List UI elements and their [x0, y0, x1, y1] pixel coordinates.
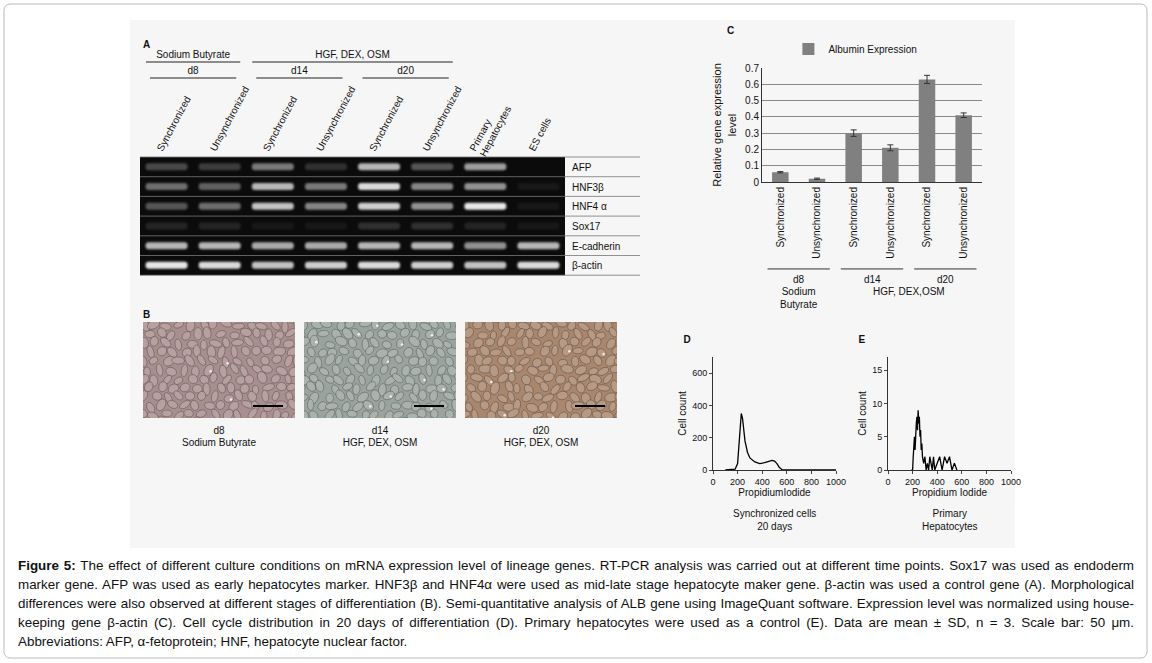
svg-text:600: 600 — [954, 477, 969, 487]
svg-text:B: B — [143, 309, 150, 320]
svg-text:HNF3β: HNF3β — [572, 182, 604, 193]
svg-text:200: 200 — [905, 477, 920, 487]
svg-text:E: E — [859, 335, 866, 345]
html-text:Figure 5: The effect of differ: Figure 5: The effect of different cultur… — [18, 558, 1134, 649]
svg-text:1000: 1000 — [826, 477, 846, 487]
svg-text:HNF4 α: HNF4 α — [572, 201, 607, 212]
svg-text:d20: d20 — [937, 274, 954, 285]
svg-text:400: 400 — [692, 401, 707, 411]
svg-text:β-actin: β-actin — [572, 260, 602, 271]
svg-text:Unsynchronized: Unsynchronized — [958, 187, 969, 259]
svg-text:HGF, DEX, OSM: HGF, DEX, OSM — [315, 49, 389, 60]
svg-text:1000: 1000 — [1001, 477, 1021, 487]
svg-text:600: 600 — [779, 477, 794, 487]
svg-text:Unsynchronized: Unsynchronized — [314, 84, 357, 152]
svg-text:0.3: 0.3 — [745, 128, 759, 139]
svg-text:PropidiumIodide: PropidiumIodide — [738, 487, 811, 498]
svg-text:0.4: 0.4 — [745, 111, 759, 122]
svg-text:ES cells: ES cells — [526, 116, 553, 153]
svg-text:Relative gene expressionlevel: Relative gene expressionlevel — [711, 63, 737, 187]
svg-text:0: 0 — [702, 465, 707, 475]
svg-text:A: A — [143, 39, 150, 50]
svg-text:0: 0 — [753, 177, 759, 188]
svg-text:800: 800 — [979, 477, 994, 487]
svg-text:d14: d14 — [291, 65, 308, 76]
svg-text:Synchronized cells20 days: Synchronized cells20 days — [733, 508, 816, 532]
svg-text:AFP: AFP — [572, 162, 592, 173]
svg-text:Unsynchronized: Unsynchronized — [420, 84, 463, 152]
svg-text:400: 400 — [755, 477, 770, 487]
svg-text:d8Sodium Butyrate: d8Sodium Butyrate — [182, 425, 256, 448]
svg-text:600: 600 — [692, 368, 707, 378]
svg-text:5: 5 — [877, 432, 882, 442]
svg-text:D: D — [684, 335, 691, 345]
svg-text:0.2: 0.2 — [745, 144, 759, 155]
svg-text:200: 200 — [692, 433, 707, 443]
svg-text:Synchronized: Synchronized — [848, 187, 859, 248]
svg-text:Synchronized: Synchronized — [261, 94, 299, 153]
svg-text:0: 0 — [877, 465, 882, 475]
svg-text:d20HGF, DEX, OSM: d20HGF, DEX, OSM — [504, 425, 578, 448]
svg-text:400: 400 — [930, 477, 945, 487]
svg-text:Synchronized: Synchronized — [155, 94, 193, 153]
svg-text:Sox17: Sox17 — [572, 221, 601, 232]
svg-text:10: 10 — [872, 399, 882, 409]
svg-text:200: 200 — [730, 477, 745, 487]
svg-text:Unsynchronized: Unsynchronized — [885, 187, 896, 259]
svg-text:Cell count: Cell count — [677, 391, 688, 436]
svg-text:Synchronized: Synchronized — [921, 187, 932, 248]
svg-text:d14: d14 — [864, 274, 881, 285]
svg-text:d14HGF, DEX, OSM: d14HGF, DEX, OSM — [343, 425, 417, 448]
svg-text:Unsynchronized: Unsynchronized — [208, 84, 251, 152]
svg-text:Propidium Iodide: Propidium Iodide — [912, 487, 987, 498]
svg-text:15: 15 — [872, 365, 882, 375]
svg-text:Cell count: Cell count — [857, 391, 868, 436]
svg-text:0.1: 0.1 — [745, 160, 759, 171]
svg-text:0.6: 0.6 — [745, 79, 759, 90]
svg-text:0: 0 — [885, 477, 890, 487]
svg-text:d8: d8 — [793, 274, 805, 285]
svg-text:PrimaryHepatocytes: PrimaryHepatocytes — [922, 508, 978, 532]
svg-text:0: 0 — [710, 477, 715, 487]
svg-text:0.7: 0.7 — [745, 63, 759, 74]
svg-text:d20: d20 — [397, 65, 414, 76]
svg-text:HGF, DEX,OSM: HGF, DEX,OSM — [873, 286, 945, 297]
svg-text:Albumin Expression: Albumin Expression — [828, 44, 916, 55]
svg-text:0.5: 0.5 — [745, 95, 759, 106]
svg-text:Synchronized: Synchronized — [775, 187, 786, 248]
svg-text:SodiumButyrate: SodiumButyrate — [780, 286, 818, 310]
svg-text:Sodium Butyrate: Sodium Butyrate — [156, 49, 230, 60]
svg-text:PrimaryHepatocytes: PrimaryHepatocytes — [467, 99, 513, 159]
svg-text:C: C — [727, 25, 734, 36]
svg-text:Synchronized: Synchronized — [367, 94, 405, 153]
svg-text:Unsynchronized: Unsynchronized — [811, 187, 822, 259]
svg-text:800: 800 — [804, 477, 819, 487]
svg-text:E-cadherin: E-cadherin — [572, 241, 620, 252]
svg-text:d8: d8 — [188, 65, 200, 76]
